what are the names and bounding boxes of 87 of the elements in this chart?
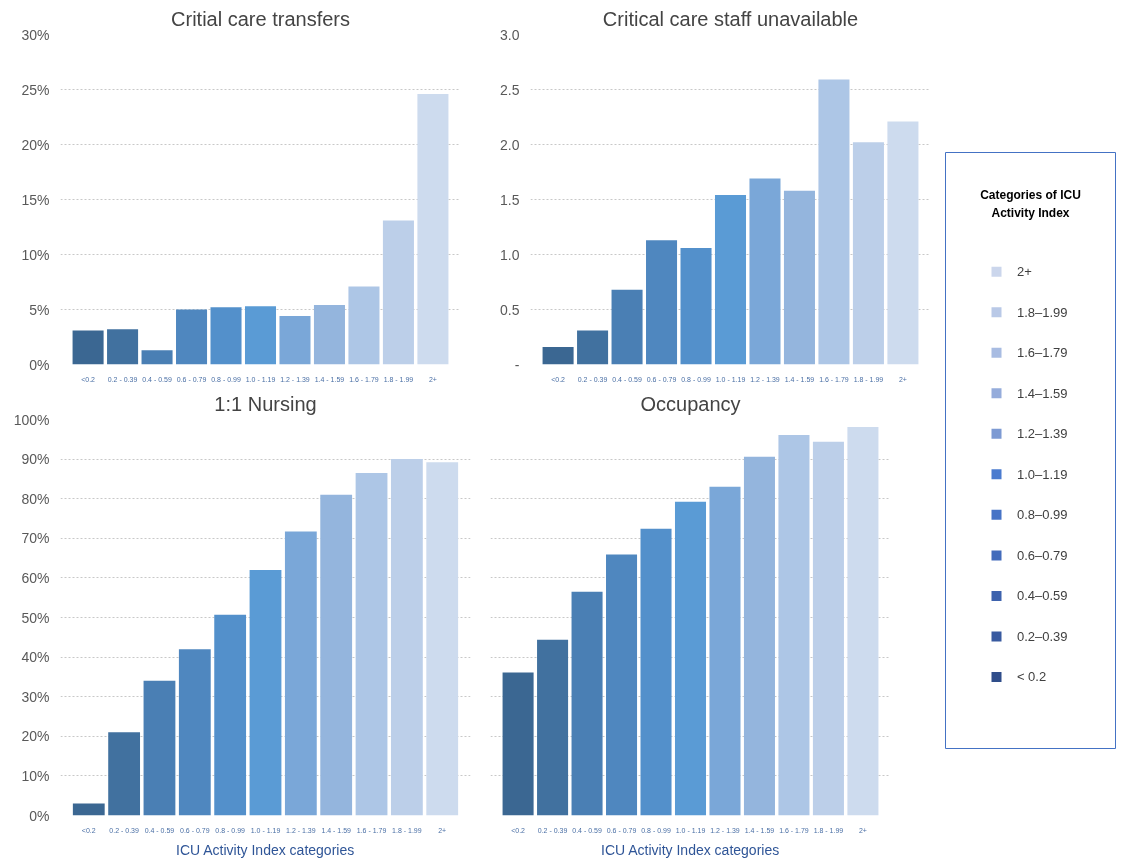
bar xyxy=(749,178,781,365)
bar xyxy=(390,459,423,816)
bar xyxy=(778,434,810,816)
bar xyxy=(249,569,282,816)
bar xyxy=(284,531,317,816)
y-tick-label: 100% xyxy=(13,411,50,428)
y-tick-label: 0% xyxy=(29,356,50,373)
y-tick-label: 70% xyxy=(21,530,50,547)
y-tick-label: 2.5 xyxy=(500,81,520,98)
y-tick-label: 0% xyxy=(29,807,50,824)
text: Categories of ICU Activity Index xyxy=(980,188,1081,221)
y-tick-label: 10% xyxy=(21,246,50,263)
bar xyxy=(502,672,534,816)
bar xyxy=(108,732,141,816)
bar xyxy=(244,306,277,365)
bar xyxy=(743,456,775,816)
bar xyxy=(72,330,104,365)
y-tick-label: 0.5 xyxy=(500,301,520,318)
chart-title: 1:1 Nursing xyxy=(214,392,317,415)
y-tick-label: 90% xyxy=(21,451,50,468)
bar xyxy=(214,614,247,816)
bar xyxy=(640,528,672,816)
category-label: 1.6–1.79 xyxy=(1016,345,1068,361)
bar xyxy=(611,289,643,365)
y-tick-label: 2.0 xyxy=(500,136,520,153)
bar xyxy=(313,305,345,365)
y-tick-label: 60% xyxy=(21,569,50,586)
x-axis-title: ICU Activity Index categories xyxy=(601,841,780,858)
bar xyxy=(141,350,173,365)
y-tick-label: 20% xyxy=(21,136,50,153)
bar xyxy=(709,486,741,816)
bar xyxy=(887,121,919,365)
category-label: 1.4–1.59 xyxy=(1016,385,1068,401)
y-tick-label: 30% xyxy=(21,26,50,43)
category-label: 0.4–0.59 xyxy=(1016,588,1068,604)
bar xyxy=(542,346,574,365)
bar xyxy=(674,501,707,816)
y-tick-label: 1.0 xyxy=(500,246,520,263)
bar xyxy=(783,190,815,365)
y-tick-label: 15% xyxy=(21,191,50,208)
bar xyxy=(72,803,105,816)
category-label: 2+ xyxy=(1016,264,1032,280)
bar xyxy=(176,309,208,365)
category-label: 1.2–1.39 xyxy=(1016,426,1068,442)
chart-title: Critical care staff unavailable xyxy=(602,7,859,30)
category-label: 0.8–0.99 xyxy=(1016,507,1068,523)
category-label: < 0.2 xyxy=(1016,669,1047,685)
y-tick-label: 1.5 xyxy=(500,191,520,208)
bar xyxy=(852,142,884,365)
category-label: 1.0–1.19 xyxy=(1016,466,1068,482)
category-label: 0.6–0.79 xyxy=(1016,547,1068,563)
bar xyxy=(606,554,638,816)
bar xyxy=(426,462,459,816)
bar xyxy=(320,494,353,816)
chart-title: Critial care transfers xyxy=(171,7,350,30)
bar xyxy=(210,307,242,365)
bar xyxy=(107,329,139,365)
y-tick-label: 5% xyxy=(29,301,50,318)
bar xyxy=(143,680,176,816)
chart-title: Occupancy xyxy=(640,392,741,415)
bar xyxy=(355,472,388,816)
bar xyxy=(680,247,712,365)
bar xyxy=(348,286,380,365)
bar xyxy=(577,330,609,365)
bar xyxy=(646,240,678,365)
y-tick-label: 80% xyxy=(21,490,50,507)
y-tick-label: 40% xyxy=(21,649,50,666)
y-tick-label: 30% xyxy=(21,688,50,705)
y-tick-label: 50% xyxy=(21,609,50,626)
bar xyxy=(417,93,449,365)
x-axis-title: ICU Activity Index categories xyxy=(176,841,355,858)
bar xyxy=(537,639,569,816)
category-label: 0.2–0.39 xyxy=(1016,628,1068,644)
y-tick-label: 25% xyxy=(21,81,50,98)
bar xyxy=(847,427,879,816)
bar xyxy=(818,79,850,365)
bar xyxy=(812,441,844,816)
y-tick-label: 20% xyxy=(21,728,50,745)
y-tick-label: - xyxy=(514,356,520,373)
y-tick-label: 3.0 xyxy=(500,26,520,43)
category-label: 1.8–1.99 xyxy=(1016,304,1068,320)
bar xyxy=(571,591,603,816)
bar xyxy=(714,195,747,365)
bar xyxy=(279,316,311,365)
bar xyxy=(382,220,414,365)
bar xyxy=(178,649,211,816)
y-tick-label: 10% xyxy=(21,767,50,784)
